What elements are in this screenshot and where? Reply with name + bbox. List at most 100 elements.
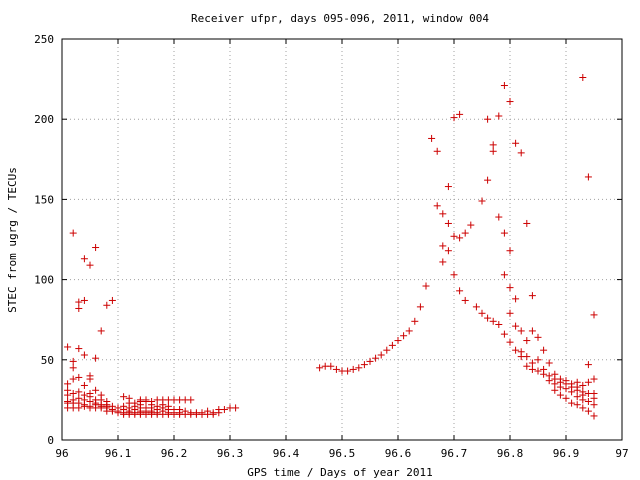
data-point xyxy=(484,176,492,184)
data-point xyxy=(215,409,223,417)
data-point xyxy=(540,346,548,354)
data-point xyxy=(590,311,598,319)
data-point xyxy=(69,357,77,365)
data-point xyxy=(568,399,576,407)
chart-title: Receiver ufpr, days 095-096, 2011, windo… xyxy=(191,12,489,25)
data-point xyxy=(523,337,531,345)
data-point xyxy=(97,327,105,335)
data-point xyxy=(573,401,581,409)
data-point xyxy=(590,394,598,402)
x-tick-label: 96.9 xyxy=(553,447,580,460)
data-point xyxy=(556,391,564,399)
data-point xyxy=(472,303,480,311)
data-point xyxy=(495,112,503,120)
data-point xyxy=(456,234,464,242)
data-point xyxy=(500,229,508,237)
data-point xyxy=(512,295,520,303)
data-point xyxy=(579,396,587,404)
data-point xyxy=(64,391,72,399)
data-point xyxy=(579,404,587,412)
data-point xyxy=(316,364,324,372)
data-point xyxy=(573,386,581,394)
data-point xyxy=(75,345,83,353)
data-point xyxy=(450,271,458,279)
data-point xyxy=(540,370,548,378)
data-point xyxy=(528,365,536,373)
data-point xyxy=(484,115,492,123)
data-point xyxy=(92,386,100,394)
x-tick-label: 96.6 xyxy=(385,447,412,460)
data-point xyxy=(584,173,592,181)
data-point xyxy=(372,354,380,362)
data-point xyxy=(388,341,396,349)
data-point xyxy=(467,221,475,229)
y-tick-label: 150 xyxy=(34,193,54,206)
data-point xyxy=(590,412,598,420)
data-point xyxy=(579,381,587,389)
data-point xyxy=(500,330,508,338)
data-point xyxy=(411,317,419,325)
data-point xyxy=(86,375,94,383)
data-point xyxy=(80,255,88,263)
data-point xyxy=(584,361,592,369)
data-point xyxy=(484,314,492,322)
data-point xyxy=(64,380,72,388)
data-point xyxy=(75,388,83,396)
data-point xyxy=(495,213,503,221)
x-tick-label: 96 xyxy=(55,447,68,460)
data-point xyxy=(444,219,452,227)
data-point xyxy=(377,351,385,359)
data-point xyxy=(461,229,469,237)
data-point xyxy=(75,298,83,306)
data-point xyxy=(444,183,452,191)
data-point xyxy=(506,98,514,106)
data-point xyxy=(545,377,553,385)
data-point xyxy=(579,73,587,81)
data-point xyxy=(456,110,464,118)
data-point xyxy=(69,364,77,372)
data-point xyxy=(80,351,88,359)
data-point xyxy=(562,385,570,393)
data-point xyxy=(489,141,497,149)
data-point xyxy=(523,219,531,227)
x-tick-label: 96.3 xyxy=(217,447,244,460)
data-point xyxy=(349,365,357,373)
data-point xyxy=(534,356,542,364)
axis-ticks: 96 96.1 96.2 96.3 96.4 96.5 96.6 96.7 96.8 96.9 97… xyxy=(34,33,629,460)
data-point xyxy=(80,296,88,304)
data-point xyxy=(103,301,111,309)
data-point xyxy=(489,147,497,155)
x-tick-label: 96.8 xyxy=(497,447,524,460)
data-point xyxy=(478,197,486,205)
data-point xyxy=(500,82,508,90)
data-point xyxy=(506,284,514,292)
y-tick-label: 100 xyxy=(34,274,54,287)
data-point xyxy=(360,361,368,369)
data-point xyxy=(416,303,424,311)
data-point xyxy=(108,296,116,304)
data-point xyxy=(405,327,413,335)
data-point xyxy=(344,367,352,375)
data-point xyxy=(428,134,436,142)
x-tick-label: 97 xyxy=(615,447,628,460)
data-point xyxy=(506,338,514,346)
data-point xyxy=(69,229,77,237)
data-point xyxy=(433,202,441,210)
y-axis-label: STEC from ugrg / TECUs xyxy=(6,167,19,313)
data-point xyxy=(523,353,531,361)
data-point xyxy=(187,396,195,404)
data-point xyxy=(528,327,536,335)
x-tick-label: 96.1 xyxy=(105,447,132,460)
data-point xyxy=(64,343,72,351)
data-point xyxy=(573,393,581,401)
data-point xyxy=(534,333,542,341)
x-axis-label: GPS time / Days of year 2011 xyxy=(247,466,432,479)
data-point xyxy=(400,332,408,340)
data-point xyxy=(517,149,525,157)
data-point xyxy=(332,365,340,373)
data-point xyxy=(517,327,525,335)
data-point xyxy=(528,292,536,300)
x-tick-label: 96.4 xyxy=(273,447,300,460)
x-tick-label: 96.2 xyxy=(161,447,188,460)
